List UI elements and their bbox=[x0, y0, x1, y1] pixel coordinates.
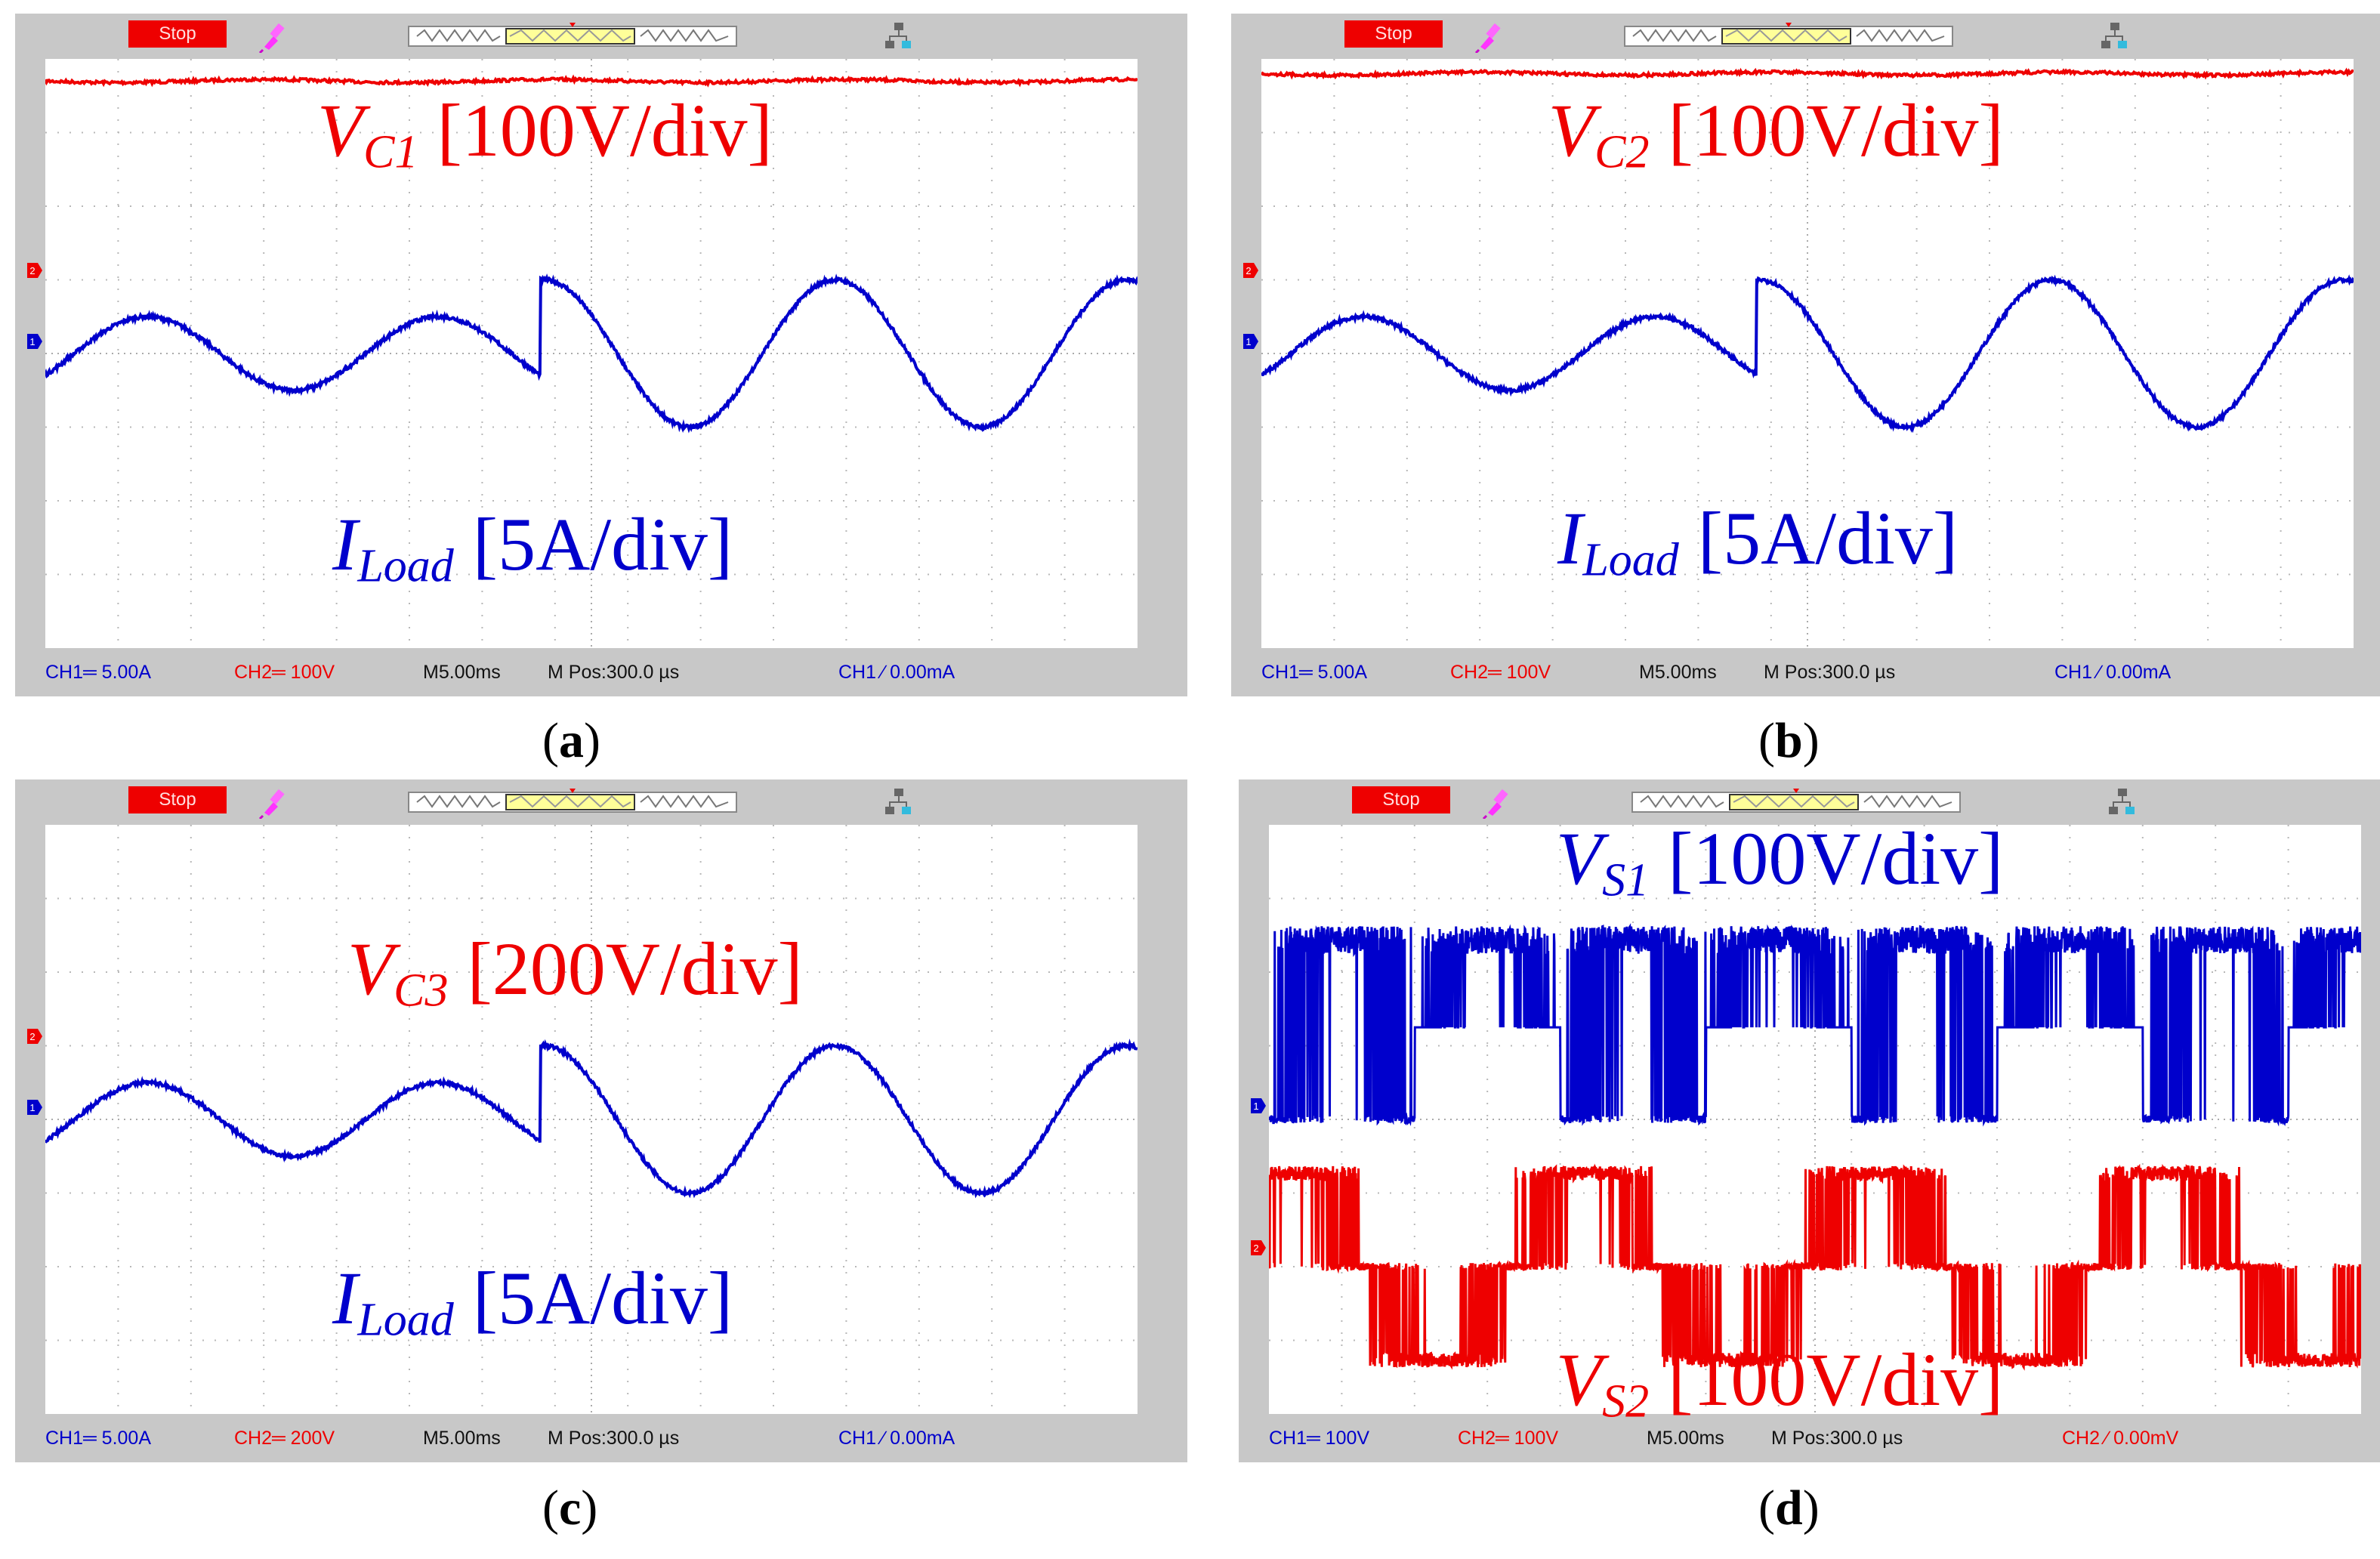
waveform-area bbox=[1261, 59, 2354, 648]
scope-panel-d: Stop T 1 2 CH1═ 100V CH2═ 100V M5.00ms M… bbox=[1239, 780, 2380, 1462]
trace-ILoad bbox=[45, 1039, 1138, 1199]
probe-icon bbox=[258, 23, 285, 53]
scope-grid bbox=[45, 825, 1138, 1414]
status-bar: CH1═ 100V CH2═ 100V M5.00ms M Pos:300.0 … bbox=[1239, 1423, 2380, 1453]
trace-VC1 bbox=[45, 74, 1138, 88]
ch2-level-marker: 2 bbox=[27, 1029, 42, 1044]
trace-ILoad bbox=[45, 273, 1138, 434]
time-position-bar bbox=[408, 789, 737, 813]
scope-grid bbox=[1261, 59, 2354, 648]
waveform-area bbox=[45, 59, 1138, 648]
ch2-setting: CH2═ 200V bbox=[234, 1428, 335, 1449]
probe-icon bbox=[1474, 23, 1501, 53]
ch1-setting: CH1═ 5.00A bbox=[45, 1428, 152, 1449]
scope-grid bbox=[1269, 825, 2361, 1414]
ch1-setting: CH1═ 100V bbox=[1269, 1428, 1370, 1449]
timebase: M5.00ms bbox=[1647, 1428, 1724, 1449]
scope-panel-b: Stop T 2 1 CH1═ 5.00A CH2═ 100V M5.00ms … bbox=[1231, 14, 2380, 696]
timebase: M5.00ms bbox=[1639, 662, 1717, 683]
status-bar: CH1═ 5.00A CH2═ 100V M5.00ms M Pos:300.0… bbox=[1231, 657, 2380, 687]
memory-position: M Pos:300.0 µs bbox=[548, 662, 680, 683]
svg-text:1: 1 bbox=[1253, 1101, 1258, 1112]
trigger-setting: CH1 ∕ 0.00mA bbox=[2054, 662, 2172, 683]
scope-toolbar: Stop bbox=[1231, 14, 2380, 59]
stop-button[interactable]: Stop bbox=[1344, 20, 1443, 48]
scope-toolbar: Stop bbox=[15, 14, 1187, 59]
top-trace-label: VC1 [100V/div] bbox=[317, 88, 773, 178]
bottom-trace-label: VS2 [100V/div] bbox=[1556, 1338, 2004, 1428]
scope-toolbar: Stop bbox=[15, 780, 1187, 825]
ch1-level-marker: 1 bbox=[1243, 334, 1258, 349]
probe-icon bbox=[258, 789, 285, 819]
svg-text:1: 1 bbox=[29, 1102, 35, 1113]
bottom-trace-label: ILoad [5A/div] bbox=[332, 1256, 733, 1346]
scope-panel-c: Stop T 2 1 CH1═ 5.00A CH2═ 200V M5.00ms … bbox=[15, 780, 1187, 1462]
svg-text:2: 2 bbox=[1246, 265, 1251, 276]
network-icon bbox=[885, 789, 911, 814]
caption-a: (a) bbox=[542, 713, 600, 768]
timebase: M5.00ms bbox=[423, 1428, 501, 1449]
stop-button[interactable]: Stop bbox=[1352, 786, 1450, 813]
trace-VS2-path bbox=[1269, 1163, 2361, 1371]
stop-button[interactable]: Stop bbox=[128, 786, 227, 813]
time-position-bar bbox=[408, 23, 737, 47]
top-trace-label: VC3 [200V/div] bbox=[347, 927, 803, 1017]
trace-ILoad bbox=[1261, 274, 2354, 434]
trigger-setting: CH2 ∕ 0.00mV bbox=[2062, 1428, 2179, 1449]
status-bar: CH1═ 5.00A CH2═ 200V M5.00ms M Pos:300.0… bbox=[15, 1423, 1187, 1453]
scope-panel-a: Stop T 2 1 CH1═ 5.00A CH2═ 100V M5.00ms … bbox=[15, 14, 1187, 696]
memory-position: M Pos:300.0 µs bbox=[548, 1428, 680, 1449]
ch1-level-marker: 1 bbox=[1251, 1098, 1266, 1113]
bottom-trace-label: ILoad [5A/div] bbox=[1557, 496, 1959, 586]
ch2-level-marker: 2 bbox=[1243, 263, 1258, 278]
bottom-trace-label: ILoad [5A/div] bbox=[332, 502, 733, 592]
top-trace-label: VC2 [100V/div] bbox=[1548, 88, 2004, 178]
scope-toolbar: Stop bbox=[1239, 780, 2380, 825]
memory-position: M Pos:300.0 µs bbox=[1764, 662, 1896, 683]
grid-lines bbox=[45, 59, 1138, 648]
waveform-area bbox=[1269, 825, 2361, 1414]
grid-lines bbox=[45, 825, 1138, 1414]
svg-text:2: 2 bbox=[29, 265, 35, 276]
grid-lines bbox=[1261, 59, 2354, 648]
svg-text:1: 1 bbox=[29, 336, 35, 347]
timebase: M5.00ms bbox=[423, 662, 501, 683]
trace-VS1-path bbox=[1269, 923, 2361, 1127]
scope-grid bbox=[45, 59, 1138, 648]
trace-VS1 bbox=[1269, 923, 2361, 1127]
network-icon bbox=[2109, 789, 2135, 814]
probe-icon bbox=[1482, 789, 1508, 819]
memory-position: M Pos:300.0 µs bbox=[1771, 1428, 1903, 1449]
ch2-setting: CH2═ 100V bbox=[1458, 1428, 1559, 1449]
ch1-level-marker: 1 bbox=[27, 1100, 42, 1115]
caption-c: (c) bbox=[542, 1480, 598, 1536]
time-position-bar bbox=[1631, 789, 1961, 813]
ch2-level-marker: 2 bbox=[1251, 1240, 1266, 1255]
status-bar: CH1═ 5.00A CH2═ 100V M5.00ms M Pos:300.0… bbox=[15, 657, 1187, 687]
caption-b: (b) bbox=[1758, 713, 1820, 768]
svg-text:1: 1 bbox=[1246, 336, 1251, 347]
trigger-setting: CH1 ∕ 0.00mA bbox=[838, 662, 955, 683]
ch1-setting: CH1═ 5.00A bbox=[45, 662, 152, 683]
svg-text:2: 2 bbox=[1253, 1243, 1258, 1254]
network-icon bbox=[2101, 23, 2127, 48]
caption-d: (d) bbox=[1758, 1480, 1820, 1536]
time-position-bar bbox=[1624, 23, 1953, 47]
stop-button[interactable]: Stop bbox=[128, 20, 227, 48]
trace-VC2 bbox=[1261, 67, 2354, 80]
waveform-area bbox=[45, 825, 1138, 1414]
trace-VS2 bbox=[1269, 1163, 2361, 1371]
ch2-setting: CH2═ 100V bbox=[1450, 662, 1551, 683]
top-trace-label: VS1 [100V/div] bbox=[1556, 817, 2004, 906]
ch1-level-marker: 1 bbox=[27, 334, 42, 349]
ch2-setting: CH2═ 100V bbox=[234, 662, 335, 683]
trigger-setting: CH1 ∕ 0.00mA bbox=[838, 1428, 955, 1449]
network-icon bbox=[885, 23, 911, 48]
ch2-level-marker: 2 bbox=[27, 263, 42, 278]
ch1-setting: CH1═ 5.00A bbox=[1261, 662, 1368, 683]
svg-text:2: 2 bbox=[29, 1031, 35, 1042]
